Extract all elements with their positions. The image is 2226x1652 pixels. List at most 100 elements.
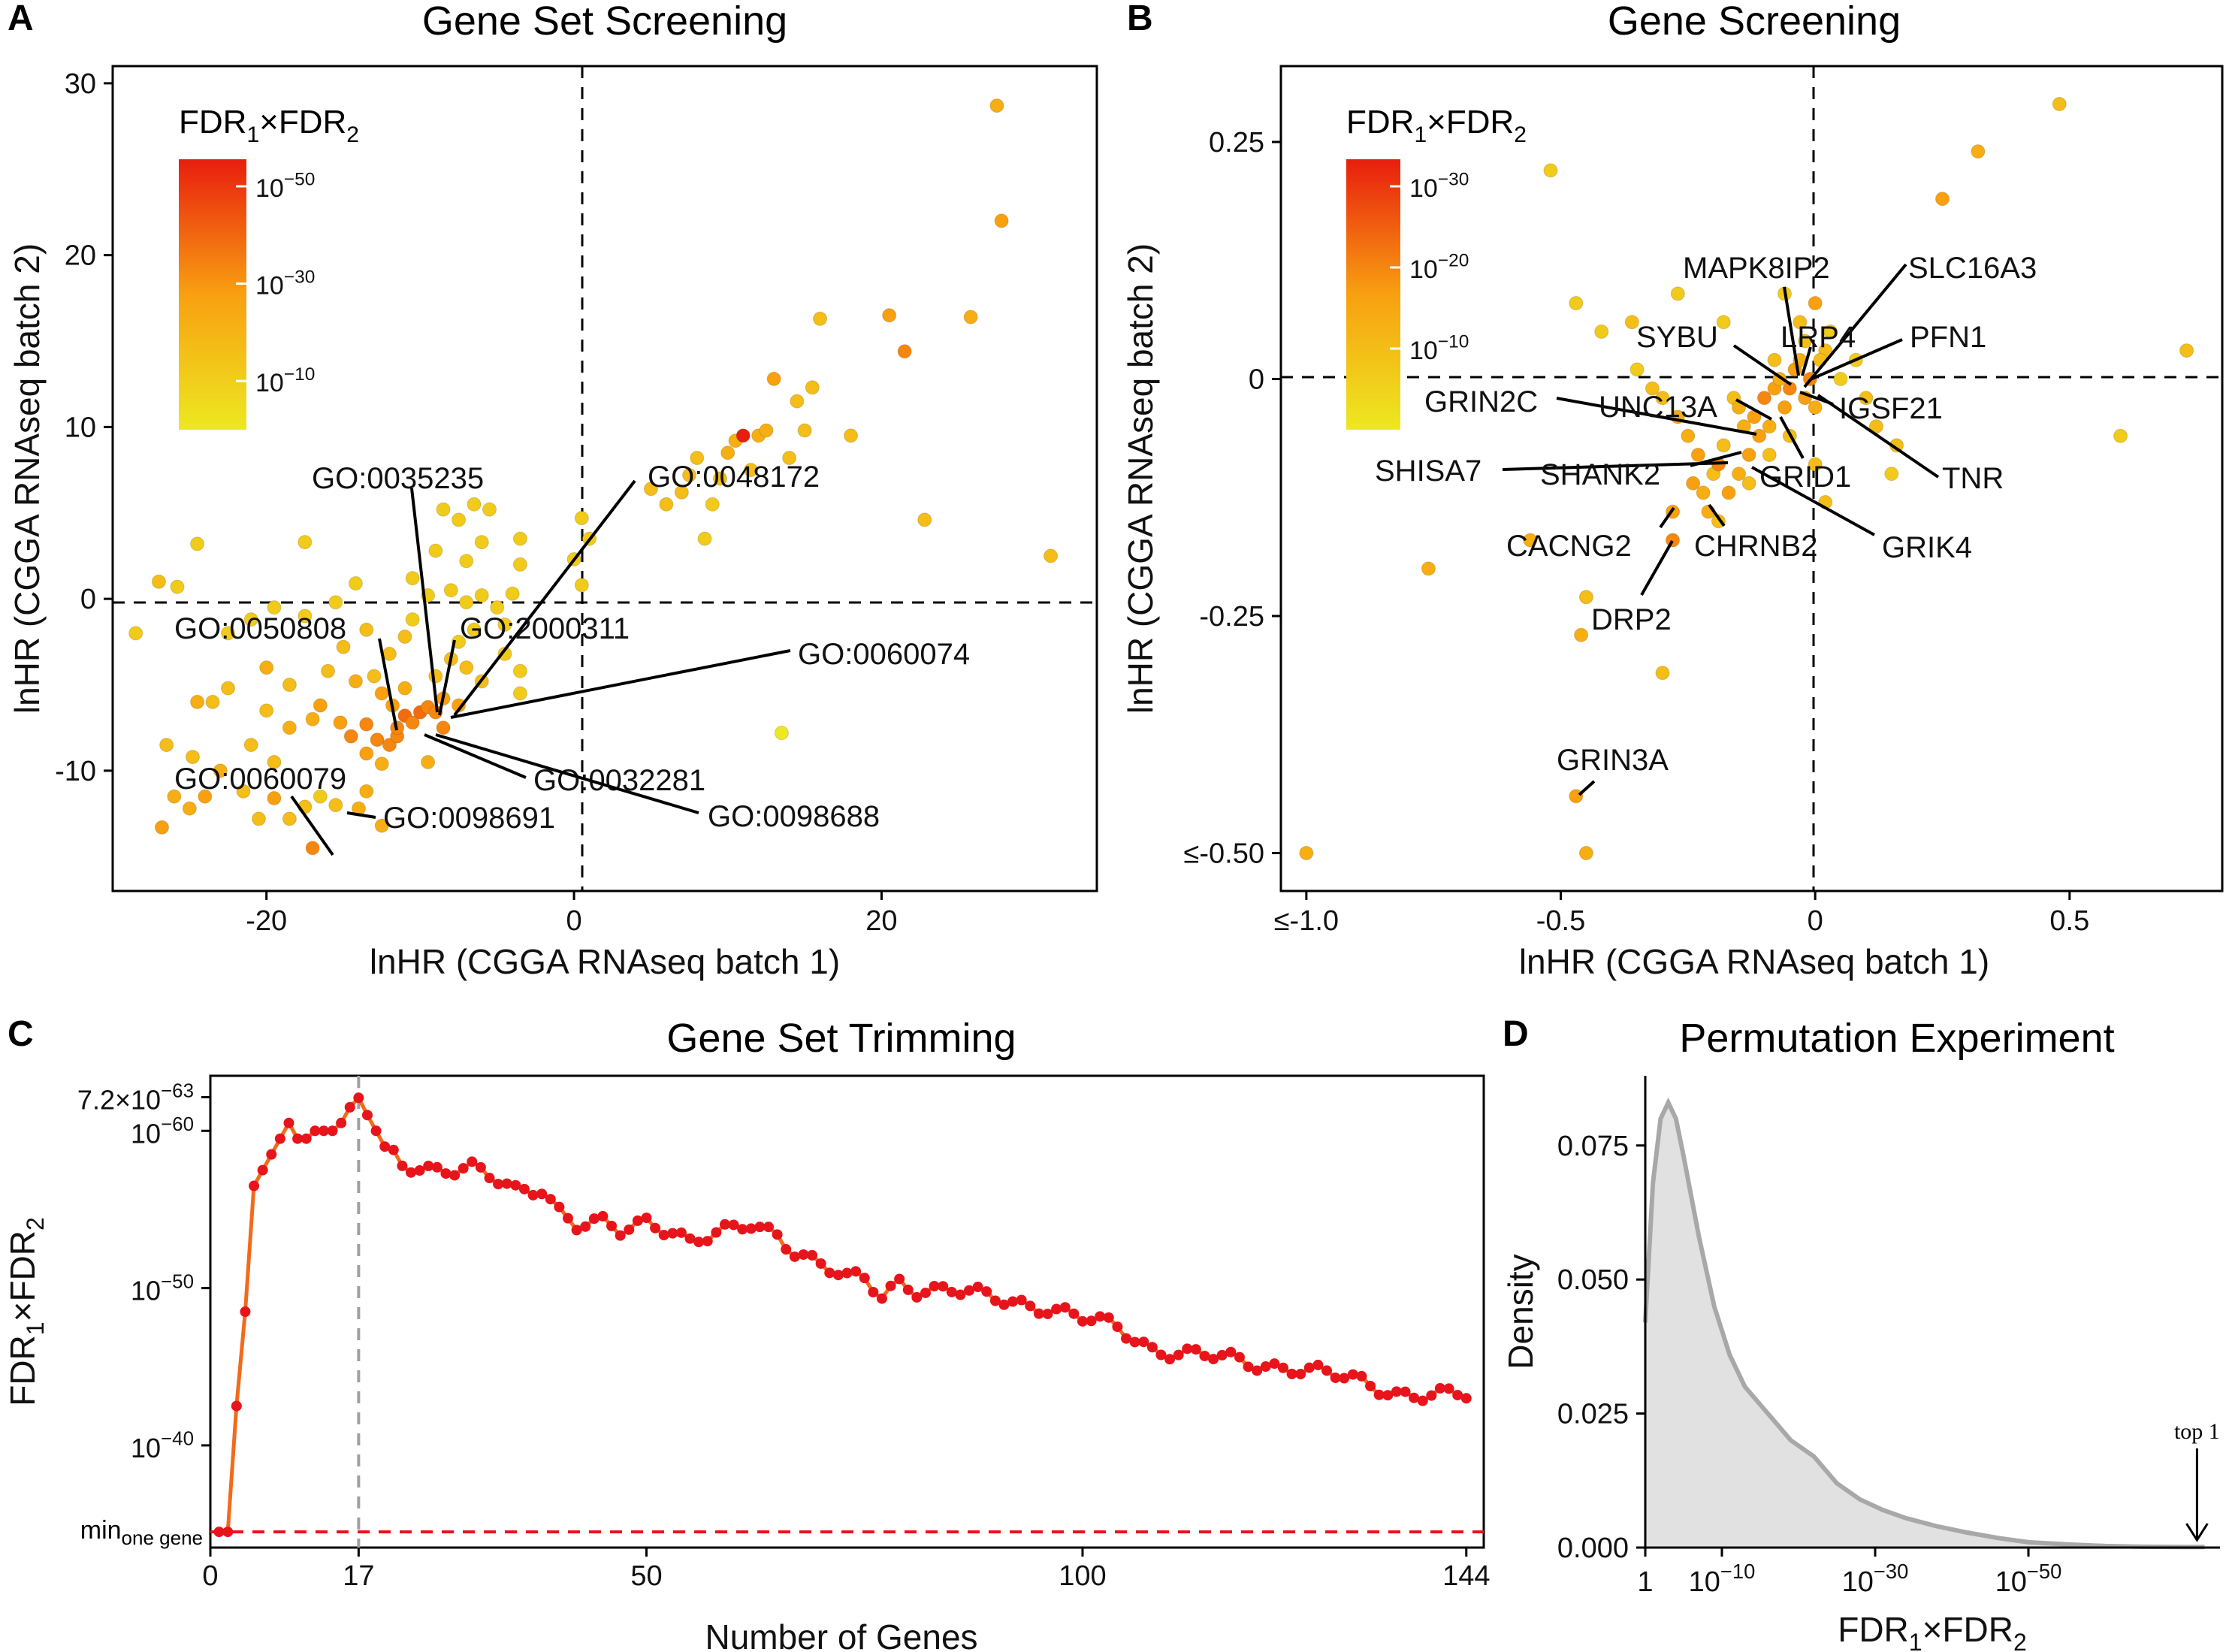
panel-b-points xyxy=(1299,96,2194,861)
trim-point xyxy=(1068,1308,1080,1319)
trim-point xyxy=(1042,1308,1053,1319)
trim-point xyxy=(632,1215,643,1226)
scatter-point xyxy=(151,574,166,589)
trim-point xyxy=(650,1222,661,1234)
trim-point xyxy=(1452,1390,1463,1401)
annot-line-cacng2 xyxy=(1659,506,1675,529)
annot-line-go0048172 xyxy=(453,479,636,717)
scatter-point xyxy=(374,757,389,772)
x-tick-label: 50 xyxy=(630,1560,662,1592)
scatter-point xyxy=(343,729,358,744)
scatter-point xyxy=(1767,352,1782,367)
scatter-point xyxy=(1666,533,1681,548)
annot-line-go0050808 xyxy=(378,638,398,731)
scatter-point xyxy=(963,310,978,325)
trim-point xyxy=(1208,1354,1219,1365)
annot-go2000311: GO:2000311 xyxy=(460,612,630,645)
trim-point xyxy=(1033,1308,1044,1319)
trim-point xyxy=(815,1258,826,1269)
scatter-point xyxy=(989,98,1004,113)
panel-a-colorbar xyxy=(179,159,246,430)
scatter-point xyxy=(720,445,735,461)
scatter-point xyxy=(1716,438,1731,453)
scatter-point xyxy=(1578,846,1593,861)
x-tick-label: 0 xyxy=(566,905,581,937)
y-tick-label: 10−40 xyxy=(131,1429,194,1463)
trim-point xyxy=(1086,1315,1097,1327)
scatter-point xyxy=(1645,381,1660,396)
trim-point xyxy=(1303,1362,1315,1373)
annot-line-go0098691 xyxy=(346,811,376,819)
x-tick-label: 0.5 xyxy=(2049,905,2089,937)
scatter-point xyxy=(436,502,451,517)
trim-point xyxy=(972,1282,983,1293)
trim-point xyxy=(832,1270,844,1281)
trim-point xyxy=(301,1133,312,1144)
scatter-point xyxy=(321,663,336,678)
annot-go0050808: GO:0050808 xyxy=(174,612,346,645)
y-tick-label: 0.075 xyxy=(1557,1131,1629,1162)
trim-point xyxy=(475,1161,486,1173)
scatter-point xyxy=(1629,362,1645,377)
scatter-point xyxy=(697,531,712,546)
scatter-point xyxy=(182,801,197,816)
trim-point xyxy=(807,1249,818,1261)
scatter-point xyxy=(467,622,482,637)
scatter-point xyxy=(185,750,200,765)
scatter-point xyxy=(512,686,527,701)
scatter-point xyxy=(170,579,185,594)
scatter-point xyxy=(690,451,705,466)
scatter-point xyxy=(490,600,505,615)
x-tick-label: 0 xyxy=(202,1560,218,1592)
scatter-point xyxy=(482,502,497,517)
scatter-point xyxy=(452,634,467,649)
scatter-point xyxy=(1798,334,1813,349)
scatter-point xyxy=(882,308,897,323)
trim-point xyxy=(763,1222,775,1233)
panel-a-y-ticks: -10 0 10 20 30 xyxy=(55,68,113,787)
trim-point xyxy=(580,1221,591,1232)
colorbar-tick-label: 10−10 xyxy=(1409,332,1469,365)
panel-a-ylabel: lnHR (CGGA RNAseq batch 2) xyxy=(8,243,47,714)
trim-point xyxy=(388,1144,399,1155)
scatter-point xyxy=(159,738,174,753)
panel-c-x-ticks: 0 17 50 100 144 xyxy=(202,1548,1490,1592)
scatter-point xyxy=(205,694,220,709)
trim-point xyxy=(327,1125,338,1137)
annot-go0032281: GO:0032281 xyxy=(533,764,705,797)
panel-c-xlabel: Number of Genes xyxy=(705,1617,977,1652)
panel-a-legend-title: FDR1×FDR2 xyxy=(179,104,359,147)
y-tick-label: 0.050 xyxy=(1557,1264,1629,1296)
scatter-point xyxy=(405,612,420,627)
panel-a-title: Gene Set Screening xyxy=(422,0,787,44)
scatter-point xyxy=(643,482,658,497)
annot-line-sybu xyxy=(1732,344,1793,386)
x-tick-label: ≤-1.0 xyxy=(1274,905,1339,937)
scatter-point xyxy=(994,213,1009,228)
trim-point xyxy=(588,1213,600,1225)
scatter-point xyxy=(370,732,385,747)
scatter-point xyxy=(443,583,458,598)
annot-sybu: SYBU xyxy=(1636,321,1718,354)
trim-point xyxy=(1321,1365,1333,1376)
trim-point xyxy=(920,1287,931,1298)
y-tick-label: 0.000 xyxy=(1557,1533,1629,1564)
x-tick-label: 20 xyxy=(865,905,897,937)
scatter-point xyxy=(359,622,374,637)
scatter-point xyxy=(1655,666,1670,681)
trim-point xyxy=(1121,1333,1132,1344)
scatter-point xyxy=(474,535,489,550)
scatter-point xyxy=(782,451,797,466)
scatter-point xyxy=(1808,296,1823,311)
scatter-point xyxy=(452,512,467,527)
scatter-point xyxy=(1594,324,1609,339)
scatter-point xyxy=(221,626,236,641)
trim-point xyxy=(1007,1296,1019,1307)
scatter-point xyxy=(428,543,443,558)
panel-c-ylabel: FDR1×FDR2 xyxy=(3,1217,49,1406)
y-tick-label: 0 xyxy=(1249,364,1264,395)
scatter-point xyxy=(374,818,389,833)
scatter-point xyxy=(497,646,512,661)
panel-d-xlabel: FDR1×FDR2 xyxy=(1838,1610,2027,1652)
